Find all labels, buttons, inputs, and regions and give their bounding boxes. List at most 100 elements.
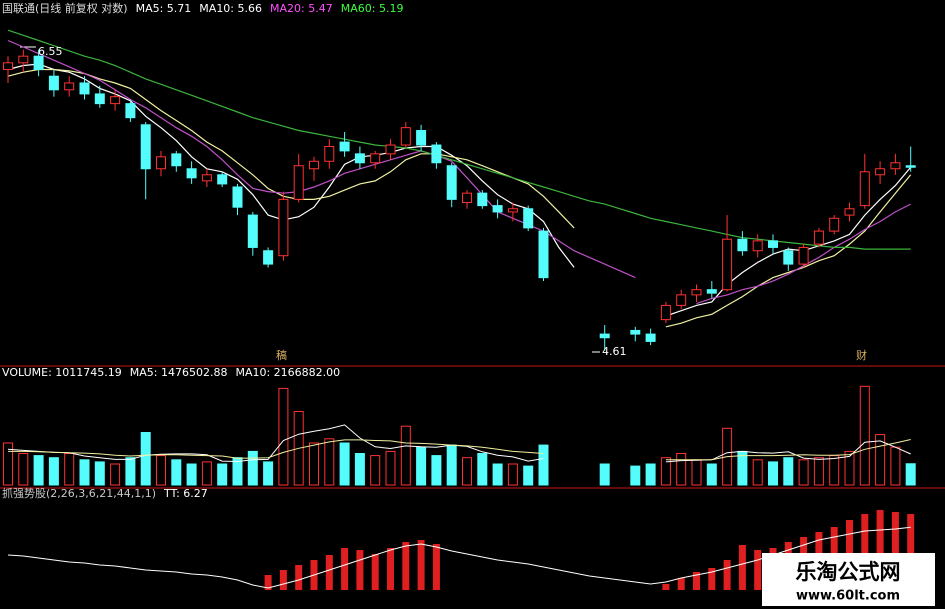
- volume-bar: [370, 455, 381, 486]
- header-item: MA5: 5.71: [136, 2, 192, 15]
- candle-body: [79, 82, 90, 95]
- volume-bar: [125, 457, 136, 486]
- candle-body: [706, 289, 717, 294]
- volume-bar: [523, 465, 534, 486]
- candle-body: [722, 238, 733, 291]
- candle-body: [94, 93, 105, 105]
- indicator-bar: [738, 545, 746, 590]
- volume-bar: [217, 463, 228, 486]
- candle-body: [798, 246, 809, 265]
- indicator-bar: [341, 548, 349, 590]
- indicator-bar: [891, 512, 899, 590]
- volume-bar: [263, 461, 274, 486]
- header-item: VOLUME: 1011745.19: [2, 366, 122, 379]
- volume-bar: [890, 446, 901, 486]
- candle-body: [737, 238, 748, 252]
- candle-body: [507, 208, 518, 213]
- indicator-bar: [432, 544, 440, 590]
- indicator-bar: [876, 510, 884, 590]
- volume-bar: [660, 457, 671, 486]
- header-item: MA20: 5.47: [270, 2, 333, 15]
- candle-body: [400, 127, 411, 146]
- candle-body: [676, 294, 687, 306]
- candle-body: [171, 153, 182, 167]
- volume-bar: [507, 463, 518, 486]
- candle-body: [645, 333, 656, 342]
- header-item: 国联通(日线 前复权 对数): [2, 1, 128, 15]
- volume-bar: [492, 463, 503, 486]
- volume-bar: [400, 425, 411, 486]
- volume-bar: [859, 385, 870, 486]
- candle-body: [905, 165, 916, 168]
- candle-body: [890, 162, 901, 170]
- candle-body: [217, 174, 228, 185]
- volume-bar: [171, 459, 182, 486]
- candle-body: [156, 156, 166, 170]
- candle-body: [278, 198, 289, 257]
- volume-bar: [446, 444, 457, 486]
- candle-body: [385, 144, 396, 155]
- watermark-box: [762, 553, 935, 606]
- candle-body: [186, 168, 197, 179]
- panel-header: VOLUME: 1011745.19 MA5: 1476502.88 MA10: 2…: [2, 366, 340, 379]
- candle-body: [462, 192, 472, 203]
- indicator-line: [7, 526, 911, 589]
- header-item: TT: 6.27: [163, 487, 208, 500]
- volume-bar: [752, 459, 763, 486]
- indicator-bar: [907, 514, 915, 590]
- volume-bar: [813, 457, 824, 486]
- candle-body: [630, 329, 641, 335]
- volume-bar: [3, 442, 13, 486]
- volume-bar: [156, 455, 166, 486]
- volume-bar: [385, 450, 396, 486]
- volume-bar: [905, 463, 916, 486]
- volume-bar: [630, 465, 641, 486]
- indicator-bar: [693, 572, 700, 590]
- volume-ma-line: [8, 439, 911, 461]
- candle-body: [370, 153, 381, 164]
- candle-body: [140, 124, 151, 170]
- candle-body: [293, 165, 304, 200]
- indicator-bar: [325, 555, 333, 590]
- volume-bar: [477, 453, 488, 486]
- watermark-title: 乐淘公式网: [796, 560, 901, 584]
- candle-body: [492, 205, 503, 213]
- candle-body: [354, 153, 365, 164]
- candle-body: [660, 304, 671, 321]
- indicator-bar: [677, 578, 685, 590]
- indicator-bar: [662, 584, 670, 590]
- ma-line: [7, 68, 912, 328]
- volume-bar: [599, 463, 610, 486]
- candle-body: [125, 103, 136, 119]
- candle-body: [859, 171, 870, 207]
- indicator-bar: [723, 560, 731, 590]
- indicator-bar: [754, 550, 762, 590]
- watermark-url: www.60lt.com: [796, 589, 900, 604]
- panel-header: 国联通(日线 前复权 对数) MA5: 5.71 MA10: 5.66 MA20: 5…: [2, 1, 403, 15]
- indicator-bar: [417, 540, 425, 590]
- candle-body: [309, 160, 319, 170]
- annotation: 稿: [276, 348, 287, 362]
- panel-header: 抓强势股(2,26,3,6,21,44,1,1) TT: 6.27: [2, 486, 208, 500]
- indicator-bar: [371, 554, 379, 590]
- header-item: MA10: 5.66: [199, 2, 262, 15]
- volume-bar: [676, 453, 687, 486]
- volume-bar: [186, 463, 197, 486]
- candle-body: [324, 145, 335, 162]
- candle-body: [691, 289, 702, 296]
- volume-bar: [64, 453, 75, 486]
- candle-body: [263, 250, 274, 265]
- indicator-bar: [356, 550, 364, 590]
- volume-bar: [232, 457, 243, 486]
- volume-bar: [354, 453, 365, 486]
- volume-bar: [48, 457, 59, 486]
- marks: 国联通(日线 前复权 对数) MA5: 5.71 MA10: 5.66 MA20: 5…: [2, 1, 916, 590]
- volume-bar: [737, 450, 748, 486]
- watermark: 乐淘公式网 www.60lt.com: [762, 553, 935, 606]
- candle-body: [339, 141, 350, 152]
- candle-body: [416, 130, 427, 146]
- candle-body: [599, 333, 610, 339]
- candle-body: [201, 174, 212, 182]
